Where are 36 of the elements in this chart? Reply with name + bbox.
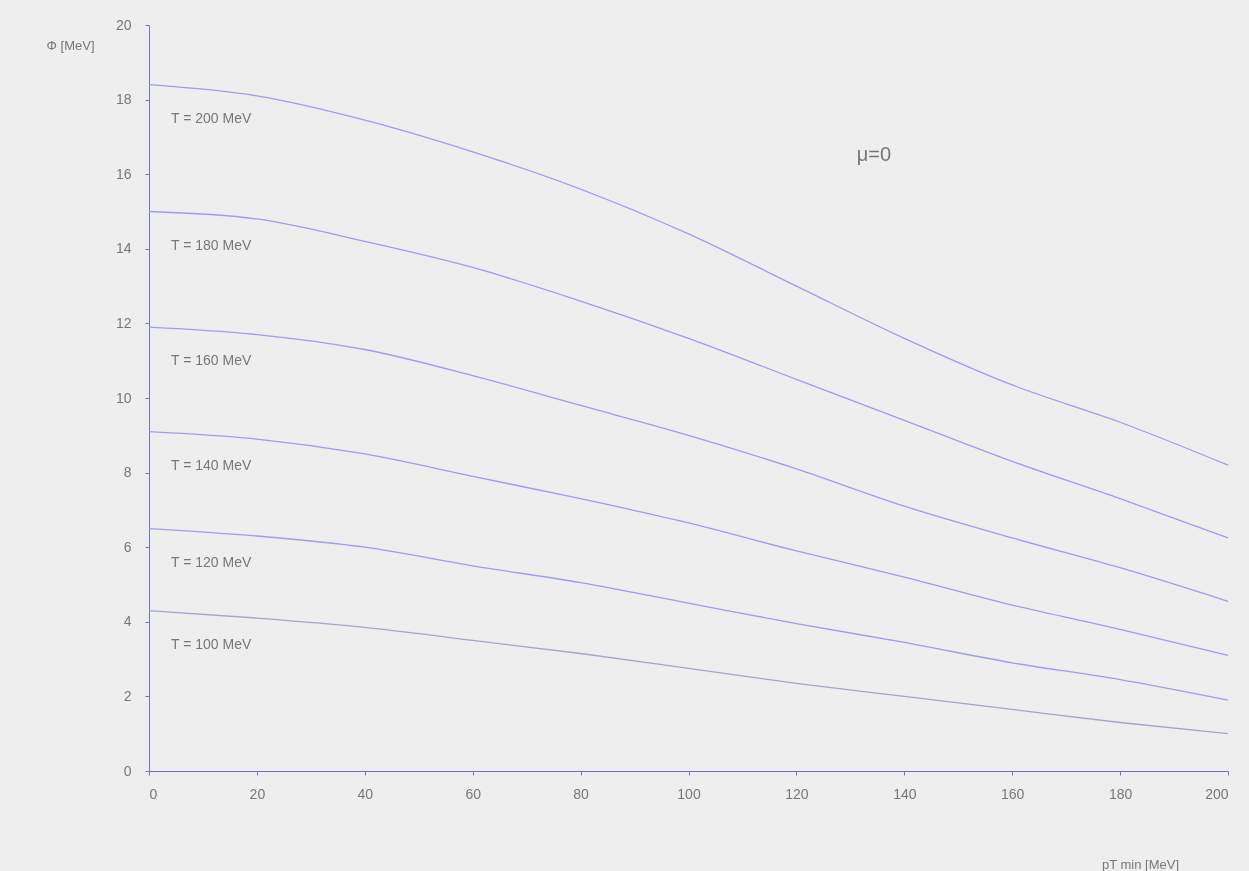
annotation: μ=0 bbox=[856, 143, 892, 165]
y-tick-label: 20 bbox=[115, 16, 132, 33]
y-tick-label: 10 bbox=[115, 389, 132, 406]
series-label: T = 200 MeV bbox=[171, 109, 252, 126]
x-tick-label: 120 bbox=[785, 785, 809, 802]
y-tick-label: 16 bbox=[115, 165, 132, 182]
y-tick-label: 12 bbox=[115, 314, 132, 331]
series-label: T = 140 MeV bbox=[171, 456, 252, 473]
line-series bbox=[148, 326, 1229, 602]
x-tick-label: 200 bbox=[1205, 785, 1229, 802]
y-tick-label: 14 bbox=[115, 240, 132, 257]
line-series bbox=[148, 609, 1229, 735]
y-tick-label: 18 bbox=[115, 91, 132, 108]
y-tick-label: 2 bbox=[123, 687, 132, 704]
y-tick-label: 4 bbox=[123, 613, 132, 630]
line-series bbox=[148, 430, 1229, 657]
series-label: T = 100 MeV bbox=[171, 635, 252, 652]
line-series bbox=[148, 527, 1229, 701]
x-tick-label: 40 bbox=[357, 785, 374, 802]
x-tick-label: 60 bbox=[465, 785, 482, 802]
x-tick-label: 140 bbox=[893, 785, 917, 802]
x-tick-label: 160 bbox=[1001, 785, 1025, 802]
series-label: T = 160 MeV bbox=[171, 352, 252, 369]
y-axis-title: Φ [MeV] bbox=[46, 37, 95, 53]
y-tick-label: 0 bbox=[123, 762, 132, 779]
series-label: T = 120 MeV bbox=[171, 553, 252, 570]
x-tick-label: 0 bbox=[149, 785, 158, 802]
y-tick-label: 8 bbox=[123, 464, 132, 481]
x-axis-title: pT min [MeV] bbox=[1101, 856, 1180, 871]
x-tick-label: 180 bbox=[1108, 785, 1133, 802]
x-tick-label: 80 bbox=[573, 785, 590, 802]
series-label: T = 180 MeV bbox=[171, 236, 252, 253]
x-tick-label: 100 bbox=[677, 785, 701, 802]
x-tick-label: 20 bbox=[249, 785, 266, 802]
line-series bbox=[148, 210, 1229, 539]
y-tick-label: 6 bbox=[123, 538, 132, 555]
